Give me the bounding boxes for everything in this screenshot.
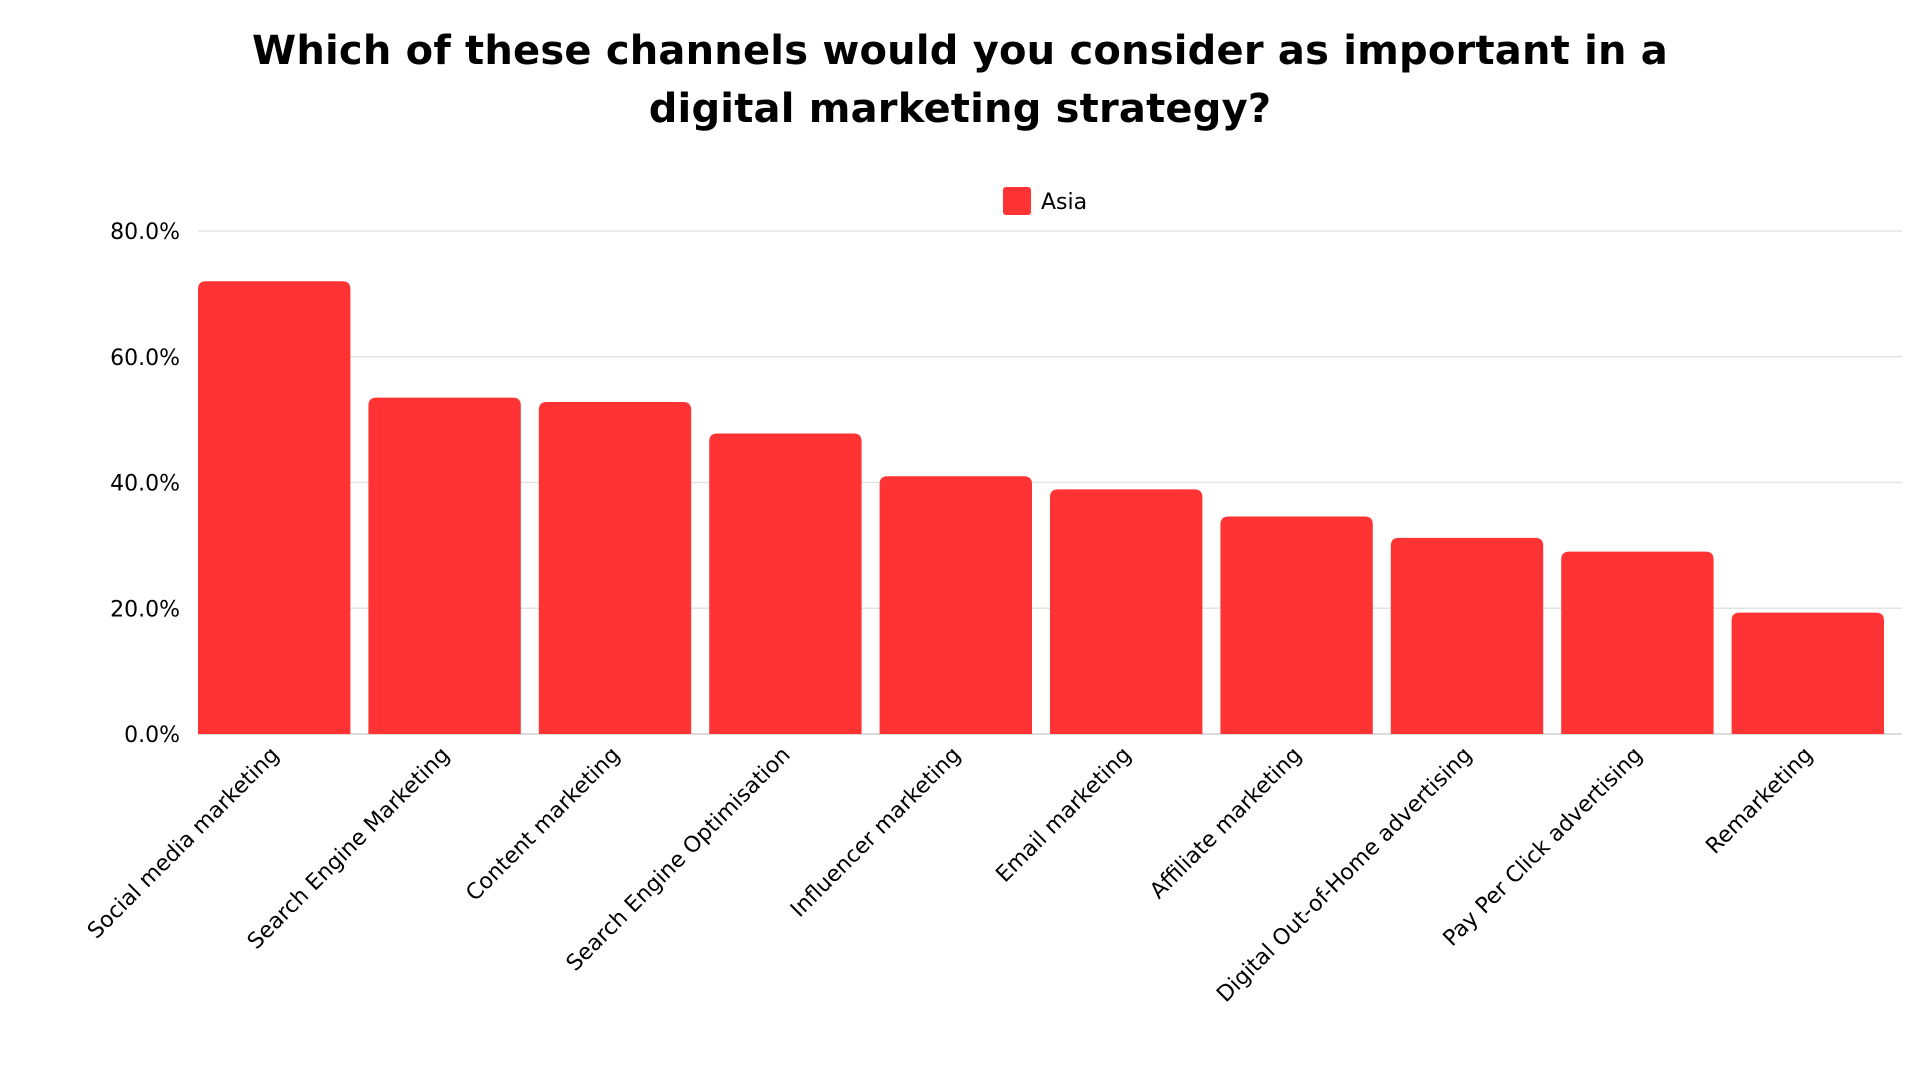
bar <box>1561 551 1714 734</box>
bar <box>1050 489 1203 734</box>
bar <box>1220 516 1373 734</box>
legend: Asia <box>1003 187 1087 215</box>
y-tick-label: 60.0% <box>110 346 180 371</box>
bar <box>538 402 692 734</box>
chart-title: Which of these channels would you consid… <box>252 28 1668 132</box>
x-tick-label: Remarketing <box>1701 743 1818 860</box>
x-tick-label: Email marketing <box>991 743 1136 888</box>
bar <box>368 397 521 734</box>
bars <box>198 281 1884 734</box>
legend-swatch <box>1003 187 1031 215</box>
y-tick-label: 40.0% <box>110 472 180 497</box>
bar <box>709 433 862 734</box>
y-tick-label: 20.0% <box>110 597 180 622</box>
x-tick-label: Social media marketing <box>83 743 284 944</box>
y-axis-ticks: 0.0% 20.0% 40.0% 60.0% 80.0% <box>110 220 180 748</box>
legend-label: Asia <box>1041 190 1087 215</box>
x-tick-label: Affiliate marketing <box>1145 743 1306 904</box>
x-tick-label: Content marketing <box>461 743 625 907</box>
bar <box>1731 612 1884 734</box>
x-tick-label: Search Engine Marketing <box>243 743 455 955</box>
bar <box>198 281 351 734</box>
y-tick-label: 0.0% <box>124 723 180 748</box>
x-tick-label: Influencer marketing <box>786 743 966 923</box>
bar <box>879 476 1032 734</box>
y-tick-label: 80.0% <box>110 220 180 245</box>
bar <box>1390 537 1544 734</box>
x-tick-label: Pay Per Click advertising <box>1439 743 1648 952</box>
